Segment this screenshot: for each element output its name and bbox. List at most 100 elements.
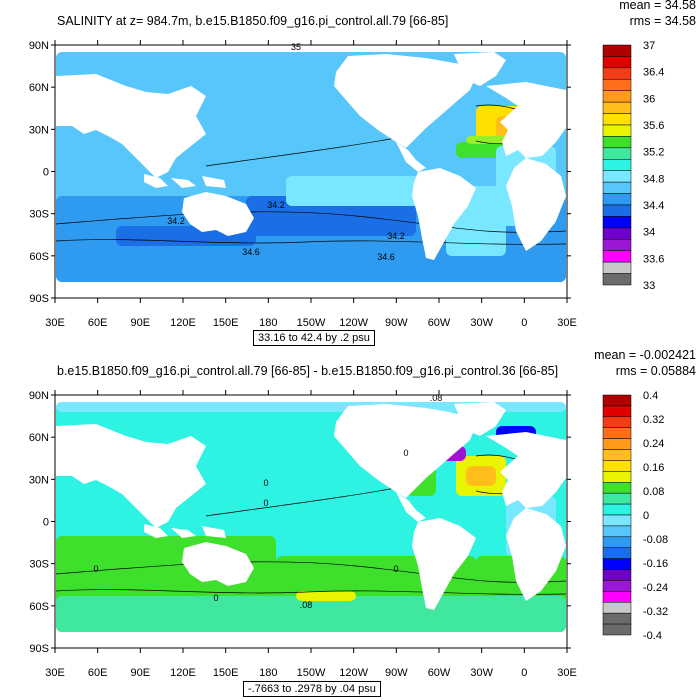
lon-label: 150E [213,317,239,329]
lat-label: 30N [29,124,49,136]
lon-label: 120E [170,317,196,329]
lon-label: 120W [339,667,368,679]
lon-label: 90E [131,667,151,679]
colorbar-swatch [602,612,632,625]
contour-label: 35 [291,42,301,52]
colorbar-swatch [602,239,632,251]
colorbar-label: 35.6 [643,120,664,132]
colorbar-swatch [602,394,632,407]
lon-label: 30E [557,317,577,329]
colorbar-label: 0 [643,510,649,522]
colorbar-label: 0.32 [643,414,664,426]
map-panel-1: 35 34.2 34.2 34.2 34.6 34.6 [54,42,568,299]
lon-label: 60E [88,317,108,329]
lat-label: 60S [29,251,49,263]
colorbar-swatch [602,449,632,461]
lon-label: 180 [259,317,277,329]
lon-label: 150E [213,667,239,679]
colorbar-swatch [602,438,632,450]
colorbar-swatch [602,525,632,538]
lon-label: 30E [557,667,577,679]
lat-label: 60N [29,432,49,444]
colorbar-swatch [602,170,632,183]
colorbar-swatch [602,67,632,80]
contour-line [205,135,407,167]
lon-label: 0 [521,317,527,329]
lon-label: 30E [45,667,65,679]
colorbar-label: 37 [643,40,655,52]
map-panel-2: .08 0 0 0 0 0 0 .08 [54,393,568,649]
mean-text: mean = 34.58 [619,0,696,12]
colorbar-swatch [602,536,632,548]
panel-title: b.e15.B1850.f09_g16.pi_control.all.79 [6… [57,364,558,378]
colorbar-swatch [602,113,632,126]
colorbar-swatch [602,250,632,263]
colorbar-label: -0.4 [643,630,662,642]
lon-label: 0 [521,667,527,679]
contour-label: .08 [300,600,313,610]
contour-label: 0 [393,564,398,574]
field-region [296,591,356,601]
colorbar-swatch [602,124,632,137]
lon-label: 120W [339,317,368,329]
lon-label: 30E [45,317,65,329]
lat-label: 90N [29,40,49,52]
colorbar-swatch [602,216,632,229]
colorbar-label: 35.2 [643,147,664,159]
contour-lines-2 [56,454,566,595]
colorbar-swatch [602,569,632,581]
colorbar-label: -0.24 [643,582,668,594]
range-box-2: -.7663 to .2978 by .04 psu [243,681,381,697]
contour-label: 34.6 [377,252,395,262]
contour-label: 0 [403,448,408,458]
colorbar-label: -0.32 [643,606,668,618]
colorbar-label: 33.6 [643,253,664,265]
panel-title: SALINITY at z= 984.7m, b.e15.B1850.f09_g… [57,14,448,28]
colorbar-swatch [602,204,632,217]
colorbar-swatch [602,471,632,483]
colorbar-swatch [602,482,632,494]
colorbar-swatch [602,227,632,240]
colorbar-swatch [602,101,632,114]
lat-label: 30S [29,209,49,221]
colorbar-swatch [602,460,632,472]
field-region [56,596,566,632]
contour-label: 34.2 [387,231,405,241]
colorbar-swatch [602,147,632,160]
colorbar-swatch [602,44,632,57]
colorbar-label: 0.08 [643,486,664,498]
colorbar-label: -0.08 [643,534,668,546]
contour-label: 0 [263,498,268,508]
lat-label: 0 [43,517,49,529]
colorbar-label: 0.24 [643,438,664,450]
colorbar-swatch [602,580,632,592]
colorbar-swatch [602,591,632,603]
lon-label: 30W [470,317,493,329]
lon-label: 60E [88,667,108,679]
colorbar-swatch [602,79,632,91]
colorbar-swatch [602,623,632,636]
contour-line [56,561,566,583]
colorbar-swatch [602,181,632,194]
lat-label: 90N [29,390,49,402]
contour-label: 34.6 [242,247,260,257]
lon-label: 150W [297,317,326,329]
lat-label: 30N [29,474,49,486]
colorbar-swatch [602,492,632,505]
contour-label: 34.2 [167,216,185,226]
contour-line [56,239,566,245]
colorbar-swatch [602,193,632,206]
colorbar-swatch [602,261,632,274]
lat-label: 60S [29,601,49,613]
lon-label: 60W [428,317,451,329]
colorbar-swatch [602,159,632,171]
lon-label: 60W [428,667,451,679]
colorbar-label: 34.8 [643,173,664,185]
field-region [56,246,566,282]
colorbar-swatch [602,416,632,428]
lon-label: 90W [385,317,408,329]
contour-label: 0 [263,478,268,488]
lon-label: 120E [170,667,196,679]
salinity-field-1 [56,46,566,297]
colorbar-swatch [602,136,632,149]
